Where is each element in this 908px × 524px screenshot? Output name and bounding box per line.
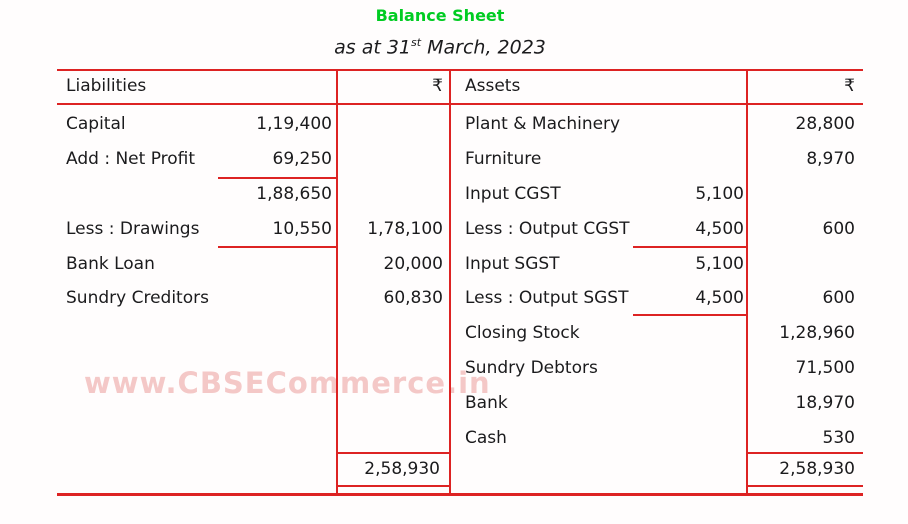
assets-column: Plant & Machinery 28,800 Furniture 8,970… bbox=[450, 107, 863, 455]
row-inner-amount: 10,550 bbox=[272, 218, 332, 239]
row-label: Input CGST bbox=[465, 183, 561, 204]
assets-header: Assets bbox=[465, 76, 521, 96]
subtitle-suffix: March, 2023 bbox=[421, 36, 546, 59]
row-outer-amount: 71,500 bbox=[795, 357, 855, 378]
center-divider bbox=[449, 69, 451, 496]
table-row: Input CGST 5,100 bbox=[450, 177, 863, 212]
row-inner-amount: 4,500 bbox=[695, 288, 744, 309]
table-row: Less : Drawings 10,550 1,78,100 bbox=[57, 211, 450, 246]
row-label: Input SGST bbox=[465, 253, 560, 274]
subtitle-prefix: as at 31 bbox=[334, 36, 412, 59]
row-label: Cash bbox=[465, 427, 507, 448]
row-inner-amount: 69,250 bbox=[272, 149, 332, 170]
row-inner-amount: 1,19,400 bbox=[256, 114, 332, 135]
table-row: Closing Stock 1,28,960 bbox=[450, 316, 863, 351]
subtitle-superscript: st bbox=[411, 36, 422, 49]
row-inner-amount: 5,100 bbox=[695, 253, 744, 274]
row-outer-amount: 1,78,100 bbox=[367, 218, 443, 239]
net-profit-underline bbox=[218, 177, 336, 179]
liabilities-total-top-rule bbox=[337, 452, 450, 454]
row-outer-amount: 18,970 bbox=[795, 392, 855, 413]
header-bottom-rule bbox=[57, 103, 863, 105]
row-label: Closing Stock bbox=[465, 323, 580, 344]
liabilities-total-bottom-rule bbox=[337, 485, 450, 487]
assets-total: 2,58,930 bbox=[779, 459, 855, 479]
row-inner-amount: 1,88,650 bbox=[256, 183, 332, 204]
table-row: Cash 530 bbox=[450, 420, 863, 455]
table-row: Furniture 8,970 bbox=[450, 142, 863, 177]
table-row: Plant & Machinery 28,800 bbox=[450, 107, 863, 142]
liabilities-header: Liabilities bbox=[66, 76, 147, 96]
row-outer-amount: 28,800 bbox=[795, 114, 855, 135]
row-label: Furniture bbox=[465, 149, 542, 170]
liabilities-rupee-header: ₹ bbox=[432, 76, 443, 96]
watermark-text: www.CBSECommerce.in bbox=[84, 366, 491, 400]
row-outer-amount: 8,970 bbox=[806, 149, 855, 170]
page-title: Balance Sheet bbox=[375, 6, 505, 25]
table-row: 1,88,650 bbox=[57, 177, 450, 212]
assets-total-top-rule bbox=[747, 452, 863, 454]
table-row: Input SGST 5,100 bbox=[450, 246, 863, 281]
assets-total-bottom-rule bbox=[747, 485, 863, 487]
row-label: Capital bbox=[66, 114, 126, 135]
liabilities-total: 2,58,930 bbox=[364, 459, 440, 479]
row-label: Less : Output SGST bbox=[465, 288, 629, 309]
row-outer-amount: 60,830 bbox=[383, 288, 443, 309]
table-row: Less : Output CGST 4,500 600 bbox=[450, 211, 863, 246]
row-label: Sundry Debtors bbox=[465, 357, 598, 378]
row-label: Bank Loan bbox=[66, 253, 155, 274]
row-outer-amount: 1,28,960 bbox=[779, 323, 855, 344]
row-label: Plant & Machinery bbox=[465, 114, 621, 135]
row-inner-amount: 5,100 bbox=[695, 183, 744, 204]
table-row: Sundry Debtors 71,500 bbox=[450, 351, 863, 386]
assets-amount-divider bbox=[746, 69, 748, 496]
liabilities-amount-divider bbox=[336, 69, 338, 496]
row-outer-amount: 600 bbox=[822, 288, 855, 309]
drawings-underline bbox=[218, 246, 336, 248]
output-cgst-underline bbox=[633, 246, 746, 248]
table-row: Bank 18,970 bbox=[450, 385, 863, 420]
page-subtitle: as at 31st March, 2023 bbox=[0, 36, 880, 58]
liabilities-column: Capital 1,19,400 Add : Net Profit 69,250… bbox=[57, 107, 450, 316]
table-row: Capital 1,19,400 bbox=[57, 107, 450, 142]
row-label: Bank bbox=[465, 392, 508, 413]
row-label: Add : Net Profit bbox=[66, 149, 196, 170]
row-outer-amount: 20,000 bbox=[383, 253, 443, 274]
table-row: Sundry Creditors 60,830 bbox=[57, 281, 450, 316]
table-row: Less : Output SGST 4,500 600 bbox=[450, 281, 863, 316]
table-row: Bank Loan 20,000 bbox=[57, 246, 450, 281]
table-row: Add : Net Profit 69,250 bbox=[57, 142, 450, 177]
row-label: Sundry Creditors bbox=[66, 288, 209, 309]
row-label: Less : Drawings bbox=[66, 218, 200, 239]
table-bottom-rule bbox=[57, 493, 863, 496]
row-outer-amount: 600 bbox=[822, 218, 855, 239]
row-inner-amount: 4,500 bbox=[695, 218, 744, 239]
row-label: Less : Output CGST bbox=[465, 218, 630, 239]
table-top-rule bbox=[57, 69, 863, 71]
output-sgst-underline bbox=[633, 314, 746, 316]
row-outer-amount: 530 bbox=[822, 427, 855, 448]
assets-rupee-header: ₹ bbox=[844, 76, 855, 96]
